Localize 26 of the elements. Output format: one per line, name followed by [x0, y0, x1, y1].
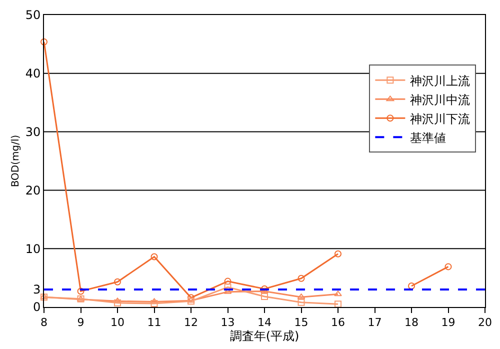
x-tick-label: 8	[40, 316, 48, 330]
x-tick-label: 20	[478, 316, 492, 330]
x-tick-label: 13	[220, 316, 235, 330]
x-tick-label: 16	[331, 316, 345, 330]
x-tick-label: 9	[77, 316, 84, 330]
legend-label: 神沢川上流	[410, 74, 470, 88]
y-tick-label: 50	[25, 8, 41, 22]
y-tick-label: 10	[25, 242, 41, 256]
x-tick-label: 17	[368, 316, 382, 330]
legend-label: 神沢川中流	[410, 92, 470, 107]
y-axis-title: BOD(mg/l)	[10, 134, 22, 188]
x-tick-label: 15	[294, 316, 308, 330]
x-tick-label: 10	[110, 316, 124, 330]
x-tick-label: 11	[147, 316, 162, 330]
x-tick-label: 14	[258, 316, 272, 330]
y-tick-label: 0	[32, 300, 41, 314]
y-tick-label: 20	[25, 183, 41, 198]
x-tick-label: 18	[404, 316, 418, 330]
legend-label: 基準値	[410, 130, 446, 145]
legend-label: 神沢川下流	[410, 112, 470, 126]
y-tick-label: 40	[25, 66, 41, 81]
x-tick-label: 19	[441, 316, 456, 330]
x-axis-title: 調査年(平成)	[230, 329, 300, 344]
x-tick-label: 12	[184, 316, 198, 330]
y-tick-label: 3	[32, 282, 41, 297]
y-tick-label: 30	[25, 125, 41, 139]
